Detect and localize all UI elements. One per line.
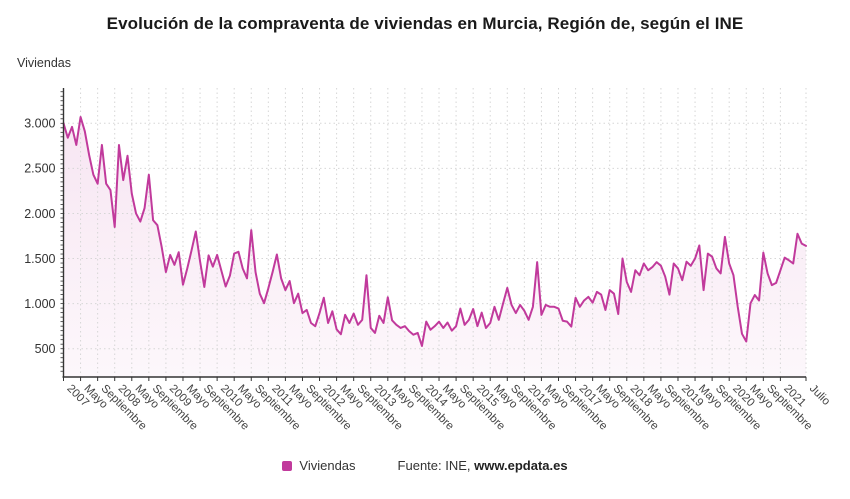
gridlines: [63, 88, 807, 377]
y-tick-label: 2.500: [24, 162, 55, 176]
series-line-viviendas[interactable]: [62, 115, 807, 347]
axes: [62, 88, 806, 378]
source-prefix: Fuente: INE,: [397, 458, 475, 473]
y-tick-label: 1.500: [24, 252, 55, 266]
y-axis-labels: 500 1.000 1.500 2.000 2.500 3.000: [24, 117, 55, 356]
source-note: Fuente: INE, www.epdata.es: [398, 458, 568, 473]
area-fill: [63, 116, 806, 378]
legend-item-viviendas[interactable]: Viviendas: [282, 458, 356, 473]
page-title: Evolución de la compraventa de viviendas…: [106, 14, 744, 33]
y-tick-label: 500: [35, 342, 56, 356]
x-tick-label: Julio: [807, 383, 832, 408]
x-axis-labels: 2007MayoSeptiembre2008MayoSeptiembre2009…: [64, 383, 832, 433]
source-site: www.epdata.es: [474, 458, 568, 473]
chart-footer: Viviendas Fuente: INE, www.epdata.es: [0, 458, 850, 473]
y-tick-label: 1.000: [24, 297, 55, 311]
y-axis-title: Viviendas: [17, 56, 71, 70]
y-tick-label: 2.000: [24, 207, 55, 221]
y-axis-ticks: [60, 91, 64, 372]
x-axis-ticks: [63, 377, 807, 381]
legend-label: Viviendas: [299, 458, 356, 473]
y-tick-label: 3.000: [24, 117, 55, 131]
legend-swatch-icon: [282, 460, 293, 471]
